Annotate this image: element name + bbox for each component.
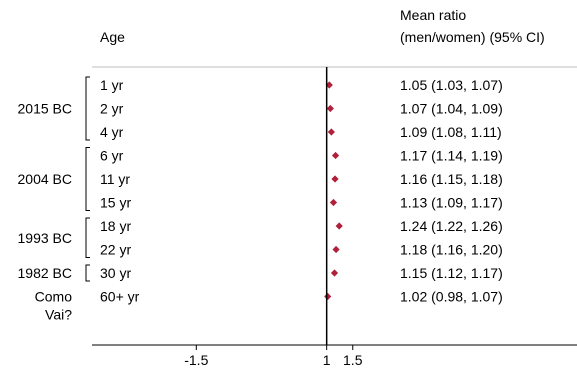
ci-label: 1.13 (1.09, 1.17) (400, 195, 503, 211)
group-bracket (85, 264, 90, 282)
age-label: 30 yr (100, 265, 131, 281)
ci-label: 1.09 (1.08, 1.11) (400, 124, 502, 140)
table-row: 4 yr 1.09 (1.08, 1.11) (100, 124, 502, 140)
group-label: 2004 BC (18, 171, 72, 187)
estimate-marker (331, 151, 340, 160)
table-row: 1 yr 1.05 (1.03, 1.07) (100, 77, 503, 93)
group-bracket (85, 217, 90, 258)
estimate-marker (331, 175, 339, 183)
estimate-marker (327, 128, 335, 136)
age-label: 60+ yr (100, 289, 140, 305)
table-row: 30 yr 1.15 (1.12, 1.17) (100, 265, 503, 281)
x-tick: 1 (323, 345, 331, 368)
age-label: 22 yr (100, 242, 131, 258)
group: 2015 BC (18, 76, 90, 141)
ci-label: 1.07 (1.04, 1.09) (400, 101, 503, 117)
estimate-marker (332, 245, 340, 254)
table-row: 60+ yr 1.02 (0.98, 1.07) (100, 289, 503, 305)
group: 2004 BC (18, 147, 90, 211)
estimate-marker (324, 292, 332, 301)
age-label: 15 yr (100, 195, 131, 211)
group: 1982 BC (18, 264, 90, 282)
x-tick-label: 1.5 (343, 352, 363, 368)
group-label: 1982 BC (18, 265, 72, 281)
table-row: 6 yr 1.17 (1.14, 1.19) (100, 148, 503, 164)
estimate-marker (326, 104, 334, 113)
data-rows: 1 yr 1.05 (1.03, 1.07) 2 yr 1.07 (1.04, 1.0… (100, 77, 503, 305)
ci-label: 1.17 (1.14, 1.19) (400, 148, 503, 164)
x-axis-ticks: -1.5 1 1.5 (184, 345, 363, 368)
age-column-header: Age (100, 29, 125, 45)
table-row: 18 yr 1.24 (1.22, 1.26) (100, 218, 503, 234)
group-label: 1993 BC (18, 230, 72, 246)
age-label: 4 yr (100, 124, 124, 140)
ci-label: 1.16 (1.15, 1.18) (400, 171, 503, 187)
group-labels: 2015 BC 2004 BC 1993 BC 1982 BC Como Vai? (18, 76, 90, 323)
estimate-marker (335, 222, 343, 230)
ci-label: 1.24 (1.22, 1.26) (400, 218, 503, 234)
table-row: 22 yr 1.18 (1.16, 1.20) (100, 242, 503, 258)
age-label: 11 yr (100, 171, 130, 187)
table-row: 11 yr 1.16 (1.15, 1.18) (100, 171, 503, 187)
x-tick: 1.5 (343, 345, 363, 368)
group-bracket (85, 147, 90, 211)
x-tick: -1.5 (184, 345, 209, 368)
ci-label: 1.15 (1.12, 1.17) (400, 265, 503, 281)
age-label: 18 yr (100, 218, 131, 234)
table-row: 2 yr 1.07 (1.04, 1.09) (100, 101, 503, 117)
age-label: 2 yr (100, 101, 124, 117)
x-tick-label: -1.5 (184, 352, 208, 368)
age-label: 6 yr (100, 148, 124, 164)
group-label: 2015 BC (18, 101, 72, 117)
age-label: 1 yr (100, 77, 124, 93)
x-tick-label: 1 (323, 352, 331, 368)
group-label: Como Vai? (35, 289, 73, 323)
group-bracket (85, 76, 90, 141)
ratio-column-header-line1: Mean ratio (400, 7, 466, 23)
table-row: 15 yr 1.13 (1.09, 1.17) (100, 195, 503, 211)
estimate-marker (329, 198, 338, 207)
ci-label: 1.18 (1.16, 1.20) (400, 242, 503, 258)
ratio-column-header-line2: (men/women) (95% CI) (400, 29, 545, 45)
estimate-marker (325, 81, 333, 89)
group: 1993 BC (18, 217, 90, 258)
ci-label: 1.02 (0.98, 1.07) (400, 289, 503, 305)
ci-label: 1.05 (1.03, 1.07) (400, 77, 503, 93)
estimate-marker (330, 269, 339, 277)
group: Como Vai? (35, 289, 73, 323)
